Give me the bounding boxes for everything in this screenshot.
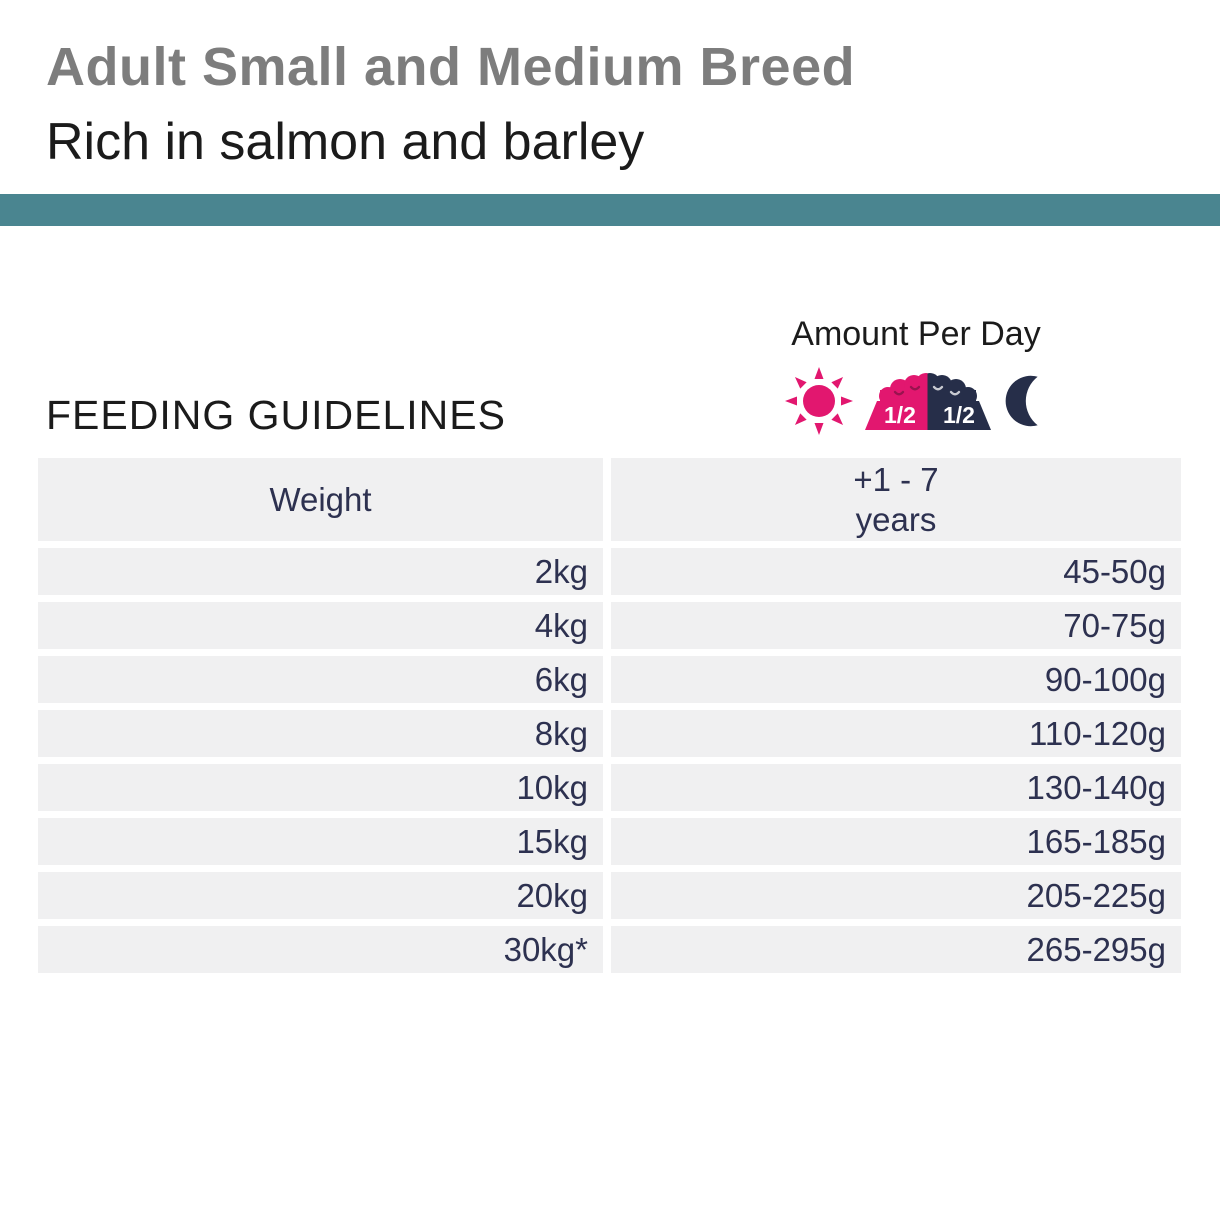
table-row: 20kg 205-225g [38,872,1181,919]
age-header-line1: +1 - 7 [853,460,939,498]
table-row: 30kg* 265-295g [38,926,1181,973]
table-row: 4kg 70-75g [38,602,1181,649]
weight-cell: 4kg [38,602,603,649]
table-row: 15kg 165-185g [38,818,1181,865]
half-half-food-bowl-icon: 1/2 1/2 [862,368,994,439]
table-row: 2kg 45-50g [38,548,1181,595]
amount-cell: 45-50g [611,548,1181,595]
amount-cell: 130-140g [611,764,1181,811]
amount-cell: 70-75g [611,602,1181,649]
amount-cell: 90-100g [611,656,1181,703]
feeding-guidelines-heading: FEEDING GUIDELINES [46,392,506,438]
amount-cell: 110-120g [611,710,1181,757]
weight-column-header: Weight [38,458,603,541]
product-subtitle: Rich in salmon and barley [46,113,645,171]
feeding-table: Weight +1 - 7 years 2kg 45-50g 4kg 70-75g 6k… [38,458,1181,973]
table-row: 10kg 130-140g [38,764,1181,811]
weight-cell: 6kg [38,656,603,703]
weight-cell: 20kg [38,872,603,919]
age-header-line2: years [855,500,937,538]
amount-cell: 165-185g [611,818,1181,865]
weight-cell: 8kg [38,710,603,757]
table-row: 8kg 110-120g [38,710,1181,757]
weight-cell: 15kg [38,818,603,865]
weight-cell: 2kg [38,548,603,595]
product-title: Adult Small and Medium Breed [46,37,856,97]
amount-per-day-label: Amount Per Day [791,315,1041,353]
amount-cell: 265-295g [611,926,1181,973]
table-row: 6kg 90-100g [38,656,1181,703]
age-column-header: +1 - 7 years [611,458,1181,541]
table-body: 2kg 45-50g 4kg 70-75g 6kg 90-100g 8kg 110-120g 1… [38,548,1181,973]
amount-cell: 205-225g [611,872,1181,919]
table-header-row: Weight +1 - 7 years [38,458,1181,541]
morning-half-label: 1/2 [884,402,916,428]
moon-icon [1002,373,1049,434]
evening-half-label: 1/2 [943,402,975,428]
teal-divider [0,194,1220,226]
feeding-time-icons: 1/2 1/2 [772,366,1060,440]
weight-cell: 30kg* [38,926,603,973]
sun-icon [784,366,854,441]
weight-cell: 10kg [38,764,603,811]
